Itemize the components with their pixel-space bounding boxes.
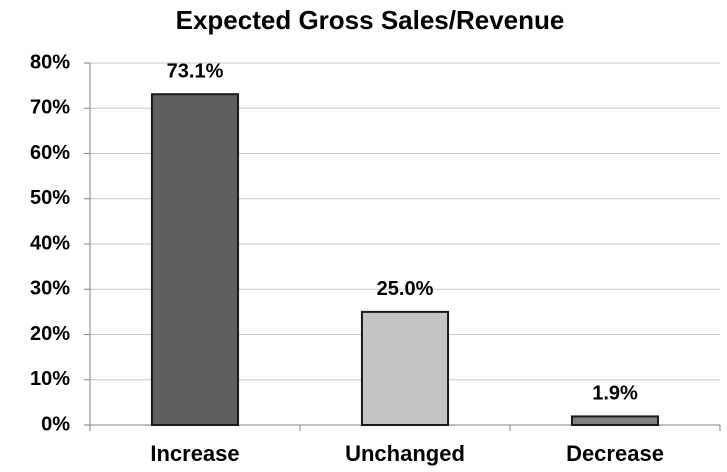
value-label: 25.0%	[377, 278, 434, 300]
y-tick-label: 50%	[30, 187, 70, 209]
y-tick-label: 40%	[30, 232, 70, 254]
chart-title: Expected Gross Sales/Revenue	[176, 5, 565, 35]
bar	[360, 310, 450, 426]
y-tick-label: 80%	[30, 51, 70, 73]
y-tick-label: 60%	[30, 142, 70, 164]
x-tick-label: Increase	[150, 441, 239, 466]
y-tick-label: 20%	[30, 323, 70, 345]
value-label: 73.1%	[167, 61, 224, 83]
x-tick-label: Decrease	[566, 441, 664, 466]
bar	[570, 415, 660, 426]
y-tick-label: 70%	[30, 97, 70, 119]
y-tick-label: 0%	[41, 413, 70, 435]
y-tick-label: 30%	[30, 278, 70, 300]
x-tick-label: Unchanged	[345, 441, 465, 466]
y-tick-label: 10%	[30, 368, 70, 390]
value-label: 1.9%	[592, 383, 638, 405]
bar	[150, 93, 240, 426]
